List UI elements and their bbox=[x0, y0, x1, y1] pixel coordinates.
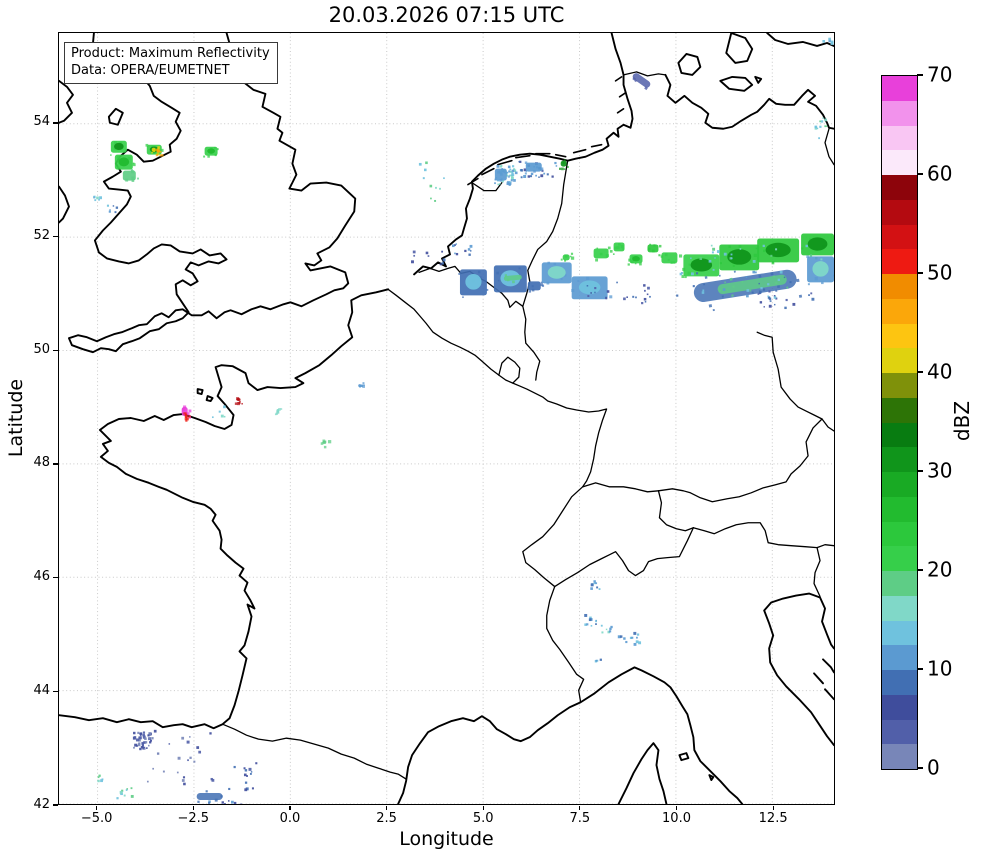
colorbar-tick-mark bbox=[917, 371, 923, 373]
y-tick-mark bbox=[53, 463, 58, 465]
colorbar-tick-mark bbox=[917, 173, 923, 175]
colorbar-segment bbox=[882, 323, 917, 349]
y-axis-label: Latitude bbox=[5, 378, 27, 458]
colorbar-tick-label: 10 bbox=[927, 656, 953, 681]
y-tick-mark bbox=[53, 349, 58, 351]
x-tick-label: 12.5 bbox=[758, 811, 788, 826]
x-tick-mark bbox=[675, 805, 678, 810]
colorbar-segment bbox=[882, 571, 917, 596]
colorbar bbox=[881, 75, 918, 770]
coastlines bbox=[59, 33, 834, 804]
colorbar-tick-mark bbox=[917, 569, 923, 571]
colorbar-tick-mark bbox=[917, 272, 923, 274]
x-tick-mark bbox=[289, 805, 291, 810]
colorbar-tick-label: 70 bbox=[927, 62, 953, 87]
y-tick-label: 52 bbox=[33, 228, 50, 244]
colorbar-segment bbox=[882, 76, 917, 101]
colorbar-segment bbox=[882, 645, 917, 670]
colorbar-segment bbox=[882, 620, 917, 646]
x-tick-mark bbox=[579, 805, 581, 810]
y-tick-mark bbox=[53, 577, 58, 579]
x-tick-mark bbox=[482, 805, 484, 810]
colorbar-tick-label: 20 bbox=[927, 557, 953, 582]
colorbar-segment bbox=[882, 670, 917, 695]
colorbar-tick-label: 40 bbox=[927, 359, 953, 384]
colorbar-segment bbox=[882, 472, 917, 497]
y-tick-label: 48 bbox=[33, 455, 50, 471]
y-tick-mark bbox=[53, 804, 58, 806]
colorbar-segment bbox=[882, 298, 917, 324]
colorbar-tick-mark bbox=[917, 470, 923, 472]
colorbar-segment bbox=[882, 125, 917, 151]
map-canvas bbox=[59, 33, 834, 804]
x-tick-label: 5.0 bbox=[472, 811, 494, 826]
x-tick-mark bbox=[192, 805, 194, 810]
colorbar-tick-label: 60 bbox=[927, 161, 953, 186]
gridlines bbox=[59, 33, 834, 804]
colorbar-segment bbox=[882, 694, 917, 720]
product-info-box: Product: Maximum Reflectivity Data: OPER… bbox=[64, 42, 278, 84]
x-tick-label: 2.5 bbox=[376, 811, 397, 826]
y-tick-mark bbox=[53, 122, 58, 124]
y-tick-mark bbox=[53, 236, 58, 238]
colorbar-segment bbox=[882, 496, 917, 522]
colorbar-segment bbox=[882, 521, 917, 547]
colorbar-segment bbox=[882, 249, 917, 274]
colorbar-tick-label: 30 bbox=[927, 458, 953, 483]
x-tick-mark bbox=[385, 805, 388, 810]
data-source-line: Data: OPERA/EUMETNET bbox=[71, 63, 230, 79]
y-tick-label: 44 bbox=[33, 682, 50, 698]
y-tick-label: 46 bbox=[33, 569, 50, 585]
colorbar-tick-mark bbox=[917, 668, 923, 670]
x-tick-label: 10.0 bbox=[662, 811, 691, 826]
y-tick-mark bbox=[53, 690, 58, 692]
x-tick-label: −2.5 bbox=[177, 811, 210, 826]
colorbar-segment bbox=[882, 373, 917, 398]
x-axis-label: Longitude bbox=[399, 828, 494, 850]
x-tick-label: 0.0 bbox=[279, 811, 301, 826]
x-tick-mark bbox=[96, 805, 98, 810]
colorbar-segment bbox=[882, 274, 917, 299]
colorbar-tick-mark bbox=[917, 74, 923, 76]
colorbar-segment bbox=[882, 100, 917, 126]
colorbar-label: dBZ bbox=[950, 400, 974, 442]
colorbar-segment bbox=[882, 175, 917, 200]
y-tick-label: 54 bbox=[33, 114, 50, 130]
country-borders bbox=[221, 71, 834, 780]
colorbar-segment bbox=[882, 422, 917, 448]
x-tick-mark bbox=[772, 805, 774, 810]
colorbar-segment bbox=[882, 447, 917, 472]
colorbar-segment bbox=[882, 224, 917, 250]
map-panel: Product: Maximum Reflectivity Data: OPER… bbox=[58, 32, 835, 805]
colorbar-tick-label: 0 bbox=[927, 755, 940, 780]
colorbar-segment bbox=[882, 150, 917, 175]
page-title: 20.03.2026 07:15 UTC bbox=[328, 3, 565, 27]
colorbar-segment bbox=[882, 348, 917, 373]
y-tick-label: 42 bbox=[33, 796, 50, 812]
colorbar-segment bbox=[882, 199, 917, 225]
y-tick-label: 50 bbox=[33, 341, 50, 357]
colorbar-segment bbox=[882, 744, 917, 769]
colorbar-segment bbox=[882, 397, 917, 423]
x-tick-label: −5.0 bbox=[80, 811, 113, 826]
x-tick-label: 7.5 bbox=[569, 811, 591, 826]
radar-echo-layer bbox=[93, 37, 834, 804]
colorbar-tick-mark bbox=[917, 767, 923, 769]
product-line: Product: Maximum Reflectivity bbox=[71, 46, 270, 61]
colorbar-segment bbox=[882, 595, 917, 621]
colorbar-segment bbox=[882, 546, 917, 571]
colorbar-segment bbox=[882, 719, 917, 745]
colorbar-tick-label: 50 bbox=[927, 260, 953, 285]
